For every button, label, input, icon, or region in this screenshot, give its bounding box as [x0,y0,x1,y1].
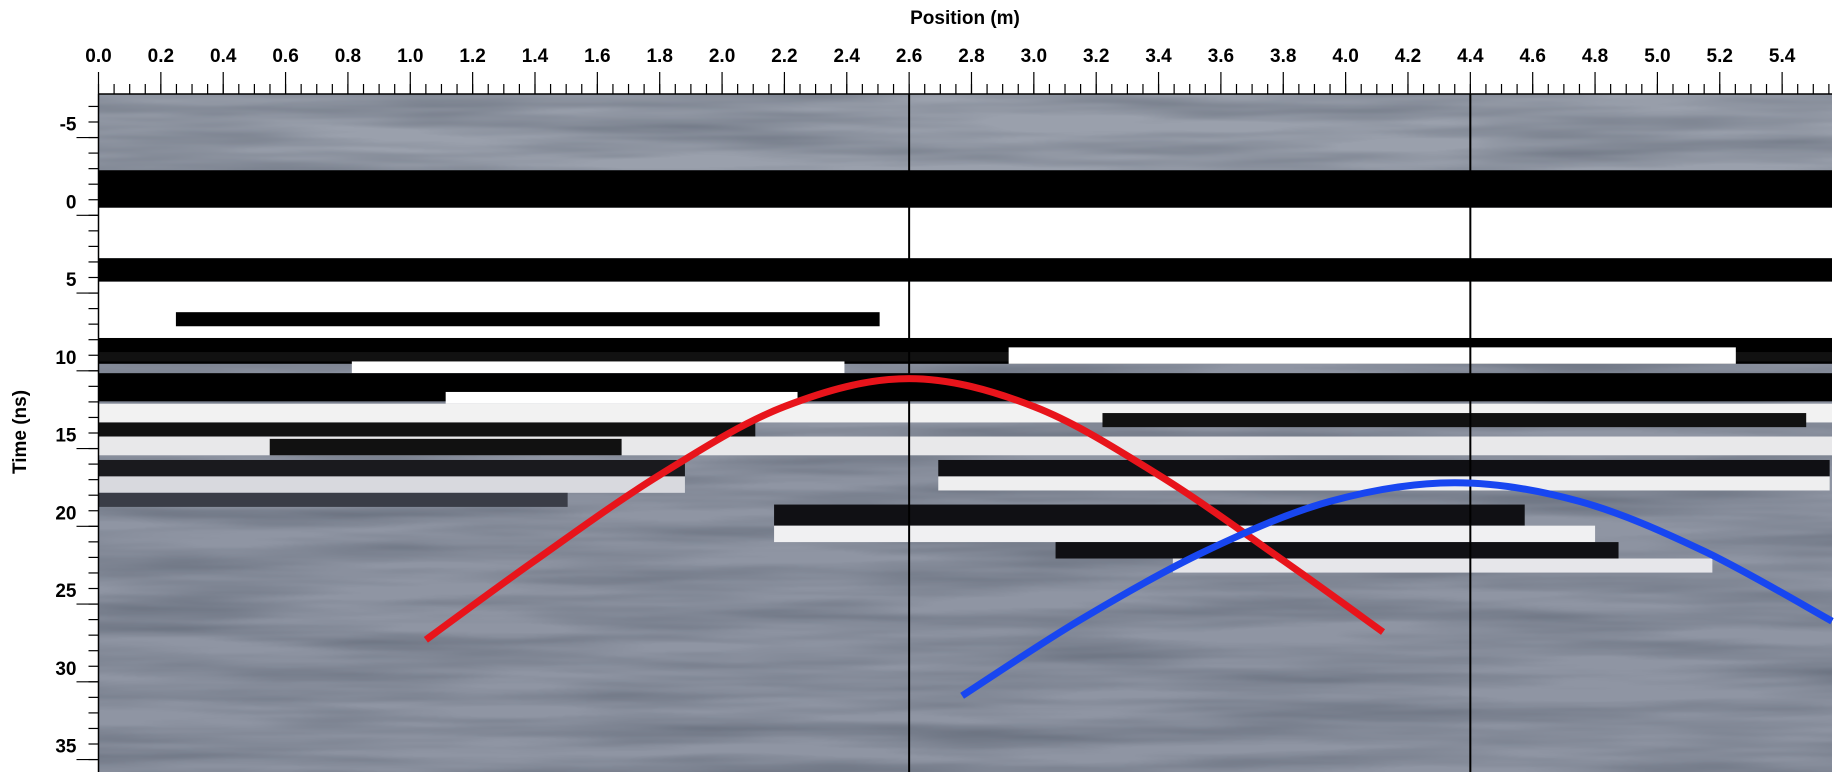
x-tick-label: 1.4 [522,46,549,67]
y-tick-label: 5 [66,270,77,291]
y-axis-title: Time (ns) [10,390,31,474]
x-tick-label: 1.6 [584,46,610,67]
x-tick-label: 1.2 [459,46,485,67]
y-tick-label: 0 [66,192,77,213]
x-tick-label: 3.0 [1021,46,1047,67]
y-tick-label: 30 [55,659,76,680]
y-tick-label: 15 [55,426,77,447]
x-tick-label: 0.2 [148,46,174,67]
hyperbola-fit [960,479,1834,699]
x-tick-label: 0.0 [85,46,111,67]
x-tick-label: 0.4 [210,46,237,67]
x-tick-label: 4.6 [1519,46,1545,67]
x-tick-label: 3.6 [1208,46,1234,67]
y-tick-label: -5 [60,115,77,136]
x-tick-label: 5.4 [1769,46,1796,67]
x-tick-label: 5.0 [1644,46,1670,67]
x-tick-label: 4.4 [1457,46,1484,67]
y-tick-label: 25 [55,581,77,602]
x-tick-label: 5.2 [1707,46,1733,67]
x-tick-label: 2.2 [771,46,797,67]
x-tick-label: 4.2 [1395,46,1421,67]
x-tick-label: 0.6 [272,46,298,67]
x-tick-label: 1.0 [397,46,423,67]
x-axis-title: Position (m) [910,8,1020,29]
x-tick-label: 1.8 [646,46,672,67]
x-tick-label: 2.0 [709,46,735,67]
x-tick-label: 3.8 [1270,46,1296,67]
y-tick-label: 35 [55,737,77,758]
x-tick-label: 4.8 [1582,46,1608,67]
x-tick-label: 3.4 [1145,46,1172,67]
x-tick-label: 2.4 [834,46,861,67]
x-tick-label: 2.8 [958,46,984,67]
radargram-image [98,94,1832,772]
x-tick-label: 2.6 [896,46,922,67]
x-tick-label: 3.2 [1083,46,1109,67]
x-tick-label: 4.0 [1332,46,1358,67]
y-tick-label: 20 [55,503,76,524]
y-tick-label: 10 [55,348,76,369]
x-tick-label: 0.8 [335,46,361,67]
